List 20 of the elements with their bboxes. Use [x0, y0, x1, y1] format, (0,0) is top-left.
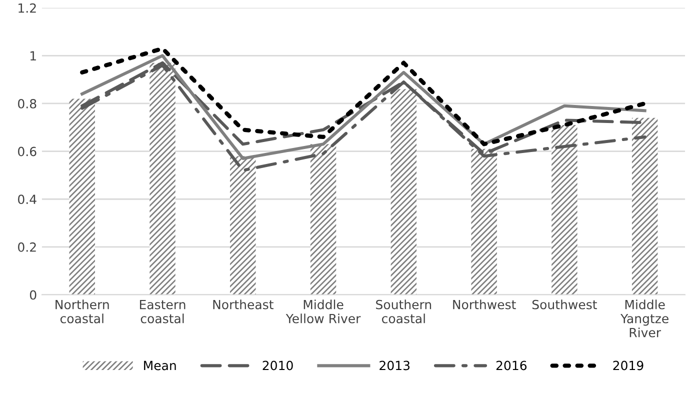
legend-label: Mean	[144, 360, 176, 370]
y-tick-label: 1	[30, 51, 36, 60]
y-tick-label: 0.6	[18, 146, 36, 156]
x-tick-label: Eastern coastal	[140, 300, 186, 324]
x-tick-label: Southern coastal	[376, 300, 432, 324]
legend-label: 2010	[262, 360, 293, 370]
y-tick-label: 0.2	[18, 242, 36, 252]
x-tick-label: Northeast	[213, 300, 274, 310]
y-tick-label: 0.8	[18, 98, 36, 108]
x-tick-label: Middle Yellow River	[286, 300, 361, 324]
x-tick-label: Middle Yangtze River	[620, 300, 668, 338]
legend-label: 2016	[496, 360, 527, 370]
x-tick-label: Northwest	[453, 300, 516, 310]
x-tick-label: Northern coastal	[56, 300, 109, 324]
legend-label: 2019	[613, 360, 644, 370]
y-tick-label: 1.2	[18, 3, 36, 13]
y-tick-label: 0	[30, 290, 36, 300]
x-tick-label: Southwest	[532, 300, 597, 310]
y-tick-label: 0.4	[18, 194, 36, 204]
legend-label: 2013	[380, 360, 410, 370]
